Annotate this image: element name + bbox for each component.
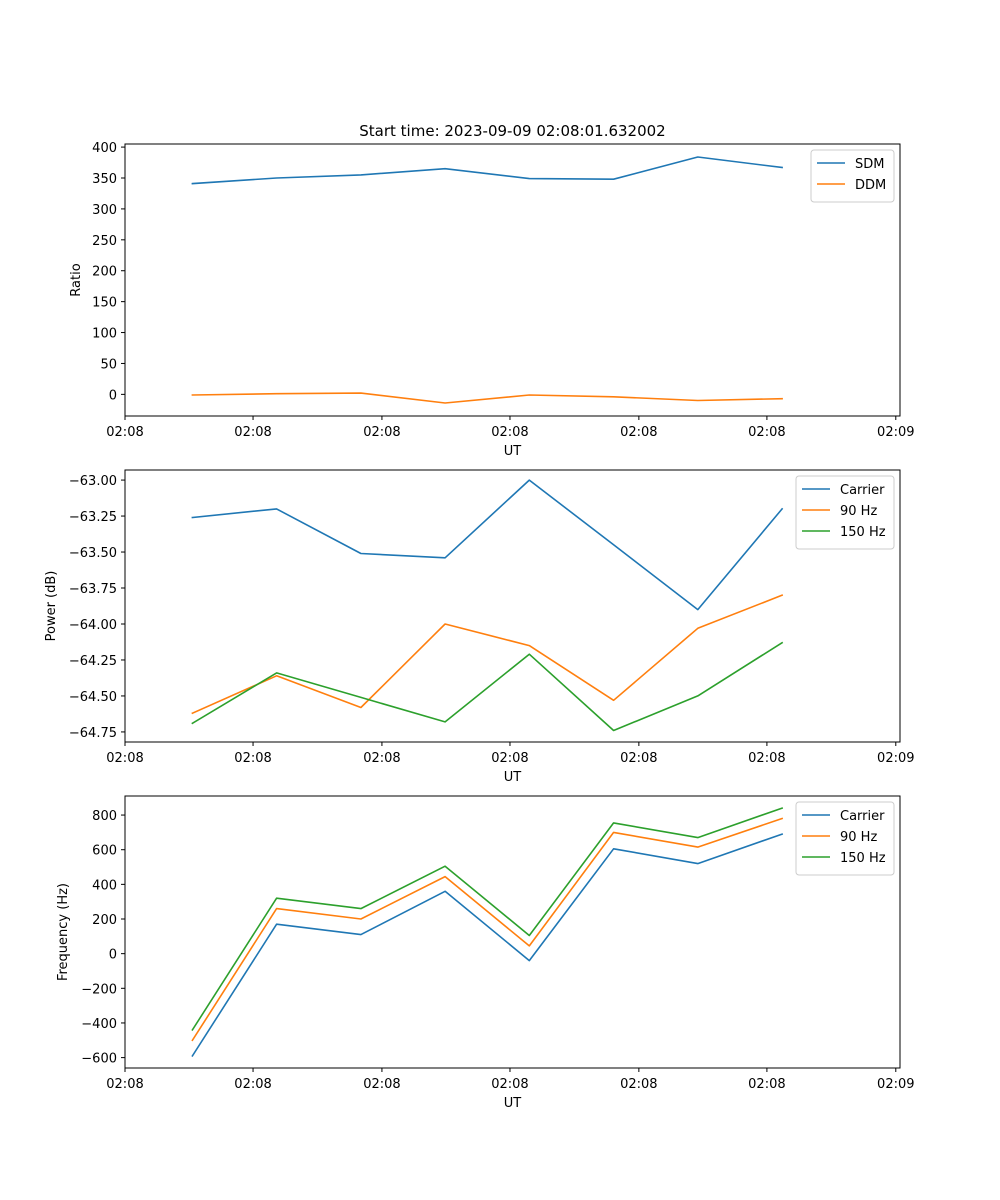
- x-tick-label: 02:08: [363, 425, 400, 440]
- series-line-150-hz: [191, 641, 784, 732]
- x-tick-label: 02:08: [234, 1077, 271, 1092]
- axes-frame: [124, 143, 901, 417]
- axes-frame: [124, 795, 901, 1069]
- x-tick-label: 02:08: [106, 1077, 143, 1092]
- y-tick-label: −64.50: [69, 690, 117, 705]
- legend-label: Carrier: [840, 483, 885, 498]
- legend-label: 150 Hz: [840, 851, 886, 866]
- y-tick-label: 350: [92, 172, 117, 187]
- y-tick-label: −63.00: [69, 474, 117, 489]
- x-tick-label: 02:08: [620, 751, 657, 766]
- x-tick-label: 02:09: [877, 751, 914, 766]
- x-tick-label: 02:09: [877, 1077, 914, 1092]
- chart-panel-2: 02:08 02:08 02:08 02:08 02:08 02:08 02:09 −64.7…: [44, 469, 915, 785]
- y-tick-label: −63.25: [69, 510, 117, 525]
- y-axis-label: Ratio: [69, 263, 84, 296]
- y-tick-label: −600: [81, 1052, 117, 1067]
- chart-panel-3: 02:08 02:08 02:08 02:08 02:08 02:08 02:09 −600 −…: [56, 795, 915, 1111]
- x-tick-label: 02:08: [491, 751, 528, 766]
- legend-label: Carrier: [840, 809, 885, 824]
- x-tick-label: 02:08: [620, 1077, 657, 1092]
- x-tick-label: 02:08: [363, 1077, 400, 1092]
- y-tick-label: −63.50: [69, 546, 117, 561]
- x-tick-label: 02:08: [234, 751, 271, 766]
- chart-panel-1: Start time: 2023-09-09 02:08:01.63200202…: [69, 122, 915, 459]
- x-tick-label: 02:08: [106, 751, 143, 766]
- axes-frame: [124, 469, 901, 743]
- legend: Carrier 90 Hz 150 Hz: [795, 801, 895, 876]
- y-tick-label: 250: [92, 234, 117, 249]
- y-tick-label: −64.75: [69, 726, 117, 741]
- y-tick-label: −64.25: [69, 654, 117, 669]
- x-tick-label: 02:08: [234, 425, 271, 440]
- x-tick-label: 02:08: [748, 751, 785, 766]
- y-tick-label: 800: [92, 809, 117, 824]
- y-axis-label: Frequency (Hz): [56, 883, 71, 981]
- legend-label: 90 Hz: [840, 830, 877, 845]
- y-tick-label: 0: [109, 388, 117, 403]
- y-tick-label: 100: [92, 327, 117, 342]
- y-tick-label: −63.75: [69, 582, 117, 597]
- series-line-150-hz: [191, 807, 784, 1032]
- x-tick-label: 02:08: [620, 425, 657, 440]
- legend-label: SDM: [855, 157, 884, 172]
- legend-label: 150 Hz: [840, 525, 886, 540]
- x-axis-label: UT: [504, 770, 522, 785]
- y-tick-label: 50: [100, 357, 117, 372]
- series-line-90-hz: [191, 594, 784, 715]
- legend: Carrier 90 Hz 150 Hz: [795, 475, 895, 550]
- x-tick-label: 02:09: [877, 425, 914, 440]
- series-line-sdm: [191, 156, 783, 185]
- chart-title: Start time: 2023-09-09 02:08:01.632002: [359, 122, 665, 140]
- x-tick-label: 02:08: [491, 425, 528, 440]
- y-tick-label: 200: [92, 913, 117, 928]
- legend-label: 90 Hz: [840, 504, 877, 519]
- y-tick-label: 400: [92, 878, 117, 893]
- y-tick-label: −64.00: [69, 618, 117, 633]
- series-line-ddm: [191, 392, 783, 404]
- y-tick-label: −400: [81, 1017, 117, 1032]
- y-tick-label: −200: [81, 982, 117, 997]
- y-axis-label: Power (dB): [44, 571, 59, 642]
- y-tick-label: 300: [92, 203, 117, 218]
- y-tick-label: 200: [92, 265, 117, 280]
- y-tick-label: 0: [109, 948, 117, 963]
- x-tick-label: 02:08: [748, 1077, 785, 1092]
- x-tick-label: 02:08: [106, 425, 143, 440]
- y-tick-label: 400: [92, 141, 117, 156]
- legend: SDM DDM: [810, 149, 895, 203]
- legend-label: DDM: [855, 178, 886, 193]
- x-tick-label: 02:08: [363, 751, 400, 766]
- series-line-carrier: [191, 479, 784, 611]
- y-tick-label: 600: [92, 844, 117, 859]
- x-tick-label: 02:08: [491, 1077, 528, 1092]
- series-line-90-hz: [191, 817, 784, 1042]
- y-tick-label: 150: [92, 296, 117, 311]
- series-line-carrier: [191, 833, 784, 1058]
- x-axis-label: UT: [504, 1096, 522, 1111]
- x-tick-label: 02:08: [748, 425, 785, 440]
- x-axis-label: UT: [504, 444, 522, 459]
